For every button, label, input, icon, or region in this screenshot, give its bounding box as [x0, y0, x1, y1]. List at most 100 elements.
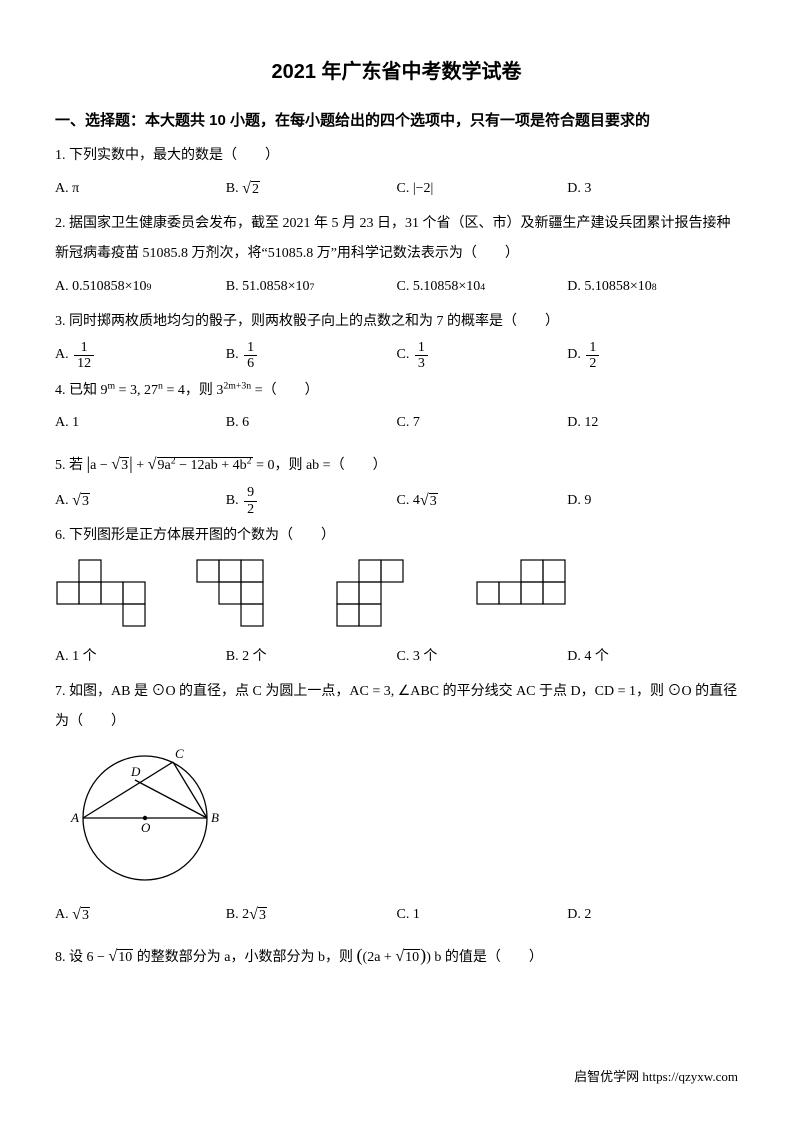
q6-options: A. 1 个 B. 2 个 C. 3 个 D. 4 个 — [55, 642, 738, 673]
q1-opt-a: A. π — [55, 174, 226, 205]
q4-stem: 4. 已知 9m = 3, 27n = 4，则 32m+3n =（ ） — [55, 376, 738, 407]
q2-opt-a: A. 0.510858×109 — [55, 272, 226, 303]
q2-d-base: 5.10858×10 — [584, 272, 651, 303]
footer-text: 启智优学网 https://qzyxw.com — [574, 1063, 738, 1092]
sqrt-icon: √10 — [395, 949, 420, 965]
svg-text:C: C — [175, 746, 184, 761]
q2-stem: 2. 据国家卫生健康委员会发布，截至 2021 年 5 月 23 日，31 个省… — [55, 209, 738, 271]
q2-opt-c: C. 5.10858×104 — [397, 272, 568, 303]
sqrt-icon: √10 — [108, 949, 133, 965]
q5-options: A. √3 B. 92 C. 4√3 D. 9 — [55, 485, 738, 517]
sqrt-icon: √3 — [72, 493, 90, 509]
q6-b-val: 2 个 — [242, 642, 267, 673]
q3-opt-a: A. 112 — [55, 340, 226, 372]
q5-plus: + — [133, 458, 148, 473]
q8-t2: 的整数部分为 a，小数部分为 b，则 — [133, 950, 356, 965]
q4-opt-b: B. 6 — [226, 408, 397, 439]
q1-stem: 1. 下列实数中，最大的数是（ ） — [55, 141, 738, 172]
q7-options: A. √3 B. 2√3 C. 1 D. 2 — [55, 900, 738, 931]
q7-opt-d: D. 2 — [567, 900, 738, 931]
q7-d-val: 2 — [584, 900, 591, 931]
q4-t1: 4. 已知 9 — [55, 383, 108, 398]
question-7: 7. 如图，AB 是 ⊙O 的直径，点 C 为圆上一点，AC = 3, ∠ABC… — [55, 677, 738, 931]
q7-opt-c: C. 1 — [397, 900, 568, 931]
q1-c-val: |−2| — [413, 174, 434, 205]
sqrt-icon: √3 — [420, 493, 438, 509]
q4-t4: =（ ） — [251, 383, 318, 398]
q5-opt-d: D. 9 — [567, 485, 738, 517]
q5-opt-a: A. √3 — [55, 485, 226, 517]
q2-c-base: 5.10858×10 — [413, 272, 480, 303]
q3-stem: 3. 同时掷两枚质地均匀的骰子，则两枚骰子向上的点数之和为 7 的概率是（ ） — [55, 307, 738, 338]
question-2: 2. 据国家卫生健康委员会发布，截至 2021 年 5 月 23 日，31 个省… — [55, 209, 738, 303]
cube-net-1-icon — [55, 558, 165, 638]
q3-opt-d: D. 12 — [567, 340, 738, 372]
q5-t1: 5. 若 — [55, 458, 87, 473]
svg-text:B: B — [211, 810, 219, 825]
q5-opt-b: B. 92 — [226, 485, 397, 517]
q4-s3: 2m+3n — [223, 380, 251, 391]
q3-opt-c: C. 13 — [397, 340, 568, 372]
circle-diagram-icon: ABCDO — [65, 738, 235, 898]
q4-d-val: 12 — [584, 408, 598, 439]
q6-opt-a: A. 1 个 — [55, 642, 226, 673]
q4-opt-a: A. 1 — [55, 408, 226, 439]
q7-c-val: 1 — [413, 900, 420, 931]
q7-opt-b: B. 2√3 — [226, 900, 397, 931]
q5-t2: = 0，则 ab =（ ） — [253, 458, 387, 473]
q4-b-val: 6 — [242, 408, 249, 439]
q5-c-pre: 4 — [413, 486, 420, 517]
q1-opt-d: D. 3 — [567, 174, 738, 205]
q7-b-pre: 2 — [242, 900, 249, 931]
sqrt-icon: √3 — [249, 907, 267, 923]
fraction-icon: 13 — [415, 340, 428, 372]
q4-t3: = 4，则 3 — [163, 383, 223, 398]
question-6: 6. 下列图形是正方体展开图的个数为（ ） A. 1 个 B. 2 个 C. 3… — [55, 521, 738, 673]
q7-stem: 7. 如图，AB 是 ⊙O 的直径，点 C 为圆上一点，AC = 3, ∠ABC… — [55, 677, 738, 739]
q6-opt-c: C. 3 个 — [397, 642, 568, 673]
q3-options: A. 112 B. 16 C. 13 D. 12 — [55, 340, 738, 372]
sqrt-icon: √2 — [242, 181, 260, 197]
q8-t1: 8. 设 6 − — [55, 950, 108, 965]
q7-opt-a: A. √3 — [55, 900, 226, 931]
q5-opt-c: C. 4√3 — [397, 485, 568, 517]
q6-a-val: 1 个 — [72, 642, 97, 673]
q4-s1: m — [108, 380, 116, 391]
q5-d-val: 9 — [584, 486, 591, 517]
fraction-icon: 112 — [74, 340, 94, 372]
q4-c-val: 7 — [413, 408, 420, 439]
question-3: 3. 同时掷两枚质地均匀的骰子，则两枚骰子向上的点数之和为 7 的概率是（ ） … — [55, 307, 738, 372]
q3-opt-b: B. 16 — [226, 340, 397, 372]
q4-a-val: 1 — [72, 408, 79, 439]
q6-c-val: 3 个 — [413, 642, 438, 673]
q6-d-val: 4 个 — [584, 642, 609, 673]
q1-a-val: π — [72, 174, 79, 205]
q4-opt-d: D. 12 — [567, 408, 738, 439]
sqrt-icon: √9a2 − 12ab + 4b2 — [148, 457, 253, 473]
page-title: 2021 年广东省中考数学试卷 — [55, 50, 738, 94]
sqrt-icon: √3 — [111, 457, 129, 473]
q6-opt-d: D. 4 个 — [567, 642, 738, 673]
q4-opt-c: C. 7 — [397, 408, 568, 439]
q8-t3: 的值是（ ） — [441, 950, 543, 965]
q5-stem: 5. 若 |a − √3| + √9a2 − 12ab + 4b2 = 0，则 … — [55, 443, 738, 483]
q2-opt-b: B. 51.0858×107 — [226, 272, 397, 303]
q2-opt-d: D. 5.10858×108 — [567, 272, 738, 303]
q5-abs-pre: a − — [90, 458, 111, 473]
q1-d-val: 3 — [584, 174, 591, 205]
sqrt-icon: √3 — [72, 907, 90, 923]
question-5: 5. 若 |a − √3| + √9a2 − 12ab + 4b2 = 0，则 … — [55, 443, 738, 517]
q2-b-base: 51.0858×10 — [242, 272, 309, 303]
q6-figures — [55, 558, 738, 638]
question-1: 1. 下列实数中，最大的数是（ ） A. π B. √2 C. |−2| D. … — [55, 141, 738, 205]
cube-net-3-icon — [335, 558, 445, 638]
svg-text:A: A — [70, 810, 79, 825]
q1-options: A. π B. √2 C. |−2| D. 3 — [55, 174, 738, 205]
q6-opt-b: B. 2 个 — [226, 642, 397, 673]
q8-p2: ) b — [426, 950, 441, 965]
cube-net-2-icon — [195, 558, 305, 638]
q4-options: A. 1 B. 6 C. 7 D. 12 — [55, 408, 738, 439]
cube-net-4-icon — [475, 558, 585, 638]
q6-stem: 6. 下列图形是正方体展开图的个数为（ ） — [55, 521, 738, 552]
question-4: 4. 已知 9m = 3, 27n = 4，则 32m+3n =（ ） A. 1… — [55, 376, 738, 440]
